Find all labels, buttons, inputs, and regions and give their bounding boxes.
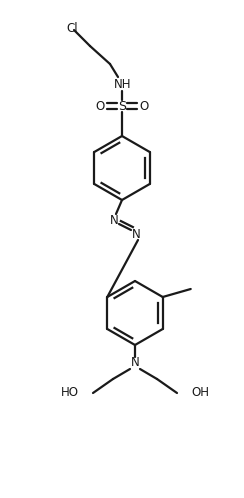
Text: N: N bbox=[131, 357, 139, 370]
Text: NH: NH bbox=[114, 78, 132, 91]
Text: O: O bbox=[139, 100, 149, 113]
Text: N: N bbox=[110, 214, 118, 227]
Text: N: N bbox=[132, 228, 140, 241]
Text: S: S bbox=[118, 100, 126, 113]
Text: HO: HO bbox=[61, 386, 79, 399]
Text: OH: OH bbox=[191, 386, 209, 399]
Text: Cl: Cl bbox=[66, 21, 78, 34]
Text: O: O bbox=[95, 100, 105, 113]
